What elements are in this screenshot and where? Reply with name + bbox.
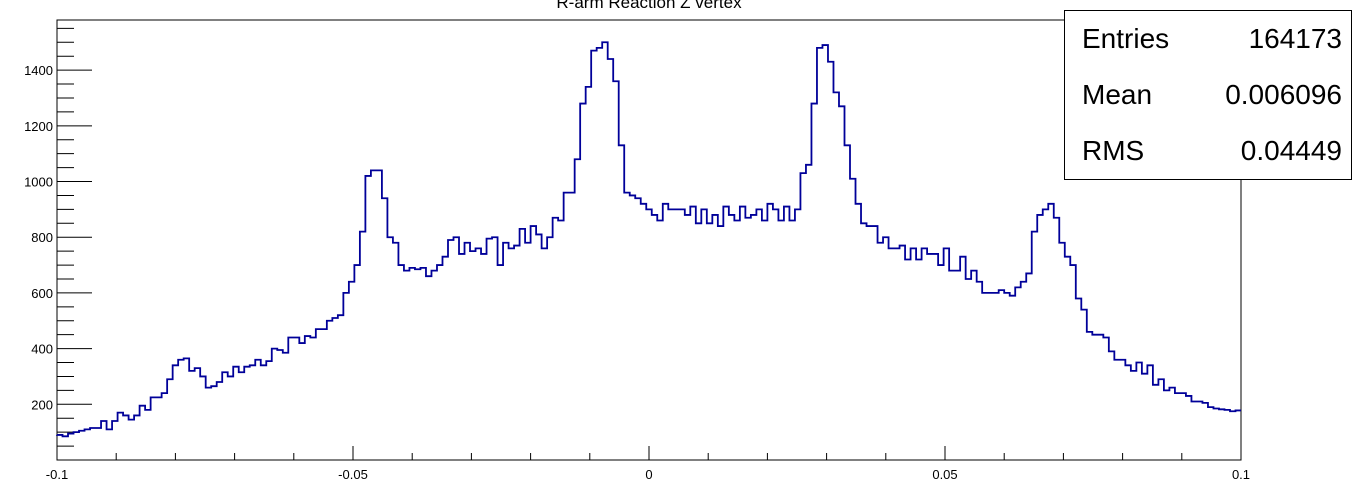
y-tick-label: 1200 xyxy=(24,119,53,134)
x-tick-label: 0.05 xyxy=(932,467,957,482)
x-tick-label: 0.1 xyxy=(1232,467,1250,482)
stats-row-entries: Entries 164173 xyxy=(1065,11,1351,67)
stats-entries-value: 164173 xyxy=(1248,23,1342,54)
stats-mean-value: 0.006096 xyxy=(1225,79,1342,110)
x-tick-label: -0.1 xyxy=(46,467,68,482)
stats-row-rms: RMS 0.04449 xyxy=(1065,123,1351,179)
stats-mean-label: Mean xyxy=(1082,79,1153,110)
stats-rms-value: 0.04449 xyxy=(1240,135,1342,166)
x-tick-label: 0 xyxy=(645,467,652,482)
stats-entries-label: Entries xyxy=(1082,23,1170,54)
y-tick-label: 400 xyxy=(31,342,53,357)
y-tick-label: 1400 xyxy=(24,63,53,78)
plot-axes: -0.1 -0.05 0 0.05 0.1 200 400 600 800 1000 1200 140… xyxy=(24,19,1250,482)
y-tick-label: 200 xyxy=(31,397,53,412)
stats-row-mean: Mean 0.006096 xyxy=(1065,67,1351,123)
chart-title: R-arm Reaction Z vertex xyxy=(556,0,742,12)
y-tick-label: 1000 xyxy=(24,175,53,190)
stats-rms-label: RMS xyxy=(1082,135,1145,166)
y-tick-label: 600 xyxy=(31,286,53,301)
histogram-series xyxy=(56,41,1241,438)
x-tick-label: -0.05 xyxy=(338,467,368,482)
y-tick-label: 800 xyxy=(31,230,53,245)
stats-box: Entries 164173 Mean 0.006096 RMS 0.04449 xyxy=(1064,10,1352,180)
